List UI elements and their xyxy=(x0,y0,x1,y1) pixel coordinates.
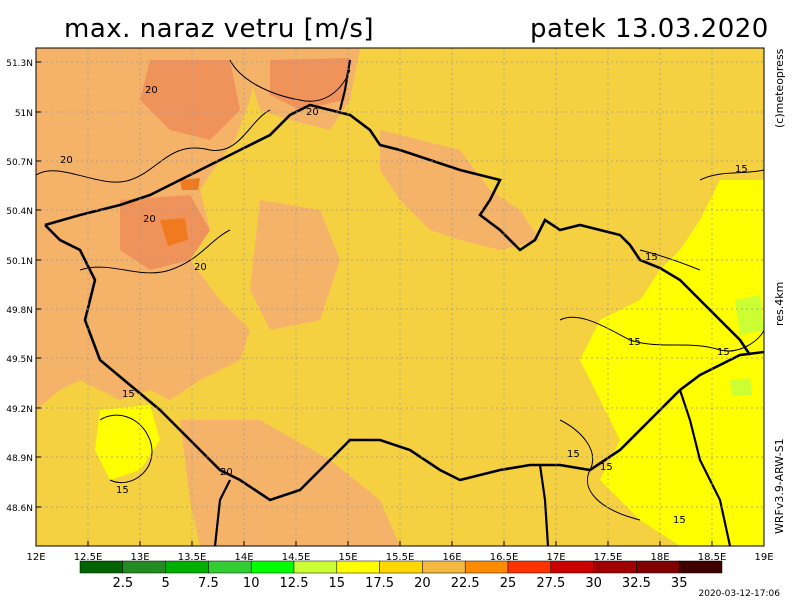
contour-label: 15 xyxy=(600,462,613,473)
copyright-label: (c)meteopress xyxy=(773,48,786,128)
contour-label: 15 xyxy=(673,515,686,526)
legend-labels: 2.5 5 7.5 10 12.5 15 17.5 20 22.5 25 27.5 30 32.5 35 xyxy=(112,576,687,591)
contour-label: 20 xyxy=(306,107,319,118)
field-zone-12-5-spot xyxy=(735,295,764,335)
contour-label: 15 xyxy=(116,485,129,496)
legend-swatch xyxy=(636,560,680,574)
contour-label: 15 xyxy=(717,347,730,358)
field-zone-20-south xyxy=(180,420,400,546)
legend-swatch xyxy=(165,560,209,574)
lat-tick-label: 51.3N xyxy=(6,59,33,69)
lat-tick-label: 48.9N xyxy=(6,454,33,464)
legend-swatch xyxy=(122,560,166,574)
legend-label: 5 xyxy=(161,576,169,591)
lon-tick-label: 14.5E xyxy=(282,552,311,563)
contour-label: 20 xyxy=(145,85,158,96)
legend-swatch xyxy=(208,560,252,574)
color-legend xyxy=(79,560,723,574)
lon-tick-label: 18.5E xyxy=(698,552,727,563)
lon-tick-label: 19E xyxy=(754,552,773,563)
country-border-north xyxy=(44,103,752,356)
legend-label: 2.5 xyxy=(112,576,133,591)
legend-label: 10 xyxy=(243,576,260,591)
lon-tick-label: 12.5E xyxy=(74,552,103,563)
lat-tick-label: 51N xyxy=(15,109,33,119)
lon-tick-label: 13E xyxy=(130,552,149,563)
legend-swatch xyxy=(293,560,338,574)
field-zone-12-5-spot-2 xyxy=(730,378,752,396)
legend-swatch xyxy=(336,560,380,574)
legend-swatch xyxy=(678,560,723,574)
resolution-label: res.4km xyxy=(773,281,786,326)
legend-label: 20 xyxy=(414,576,431,591)
lon-tick-label: 12E xyxy=(26,552,45,563)
field-zone-20-mid xyxy=(380,130,540,250)
model-label: WRFv3.9-ARW-S1 xyxy=(773,438,786,534)
contour-label: 20 xyxy=(220,467,233,478)
lon-tick-label: 13.5E xyxy=(178,552,207,563)
legend-label: 7.5 xyxy=(198,576,219,591)
legend-swatch xyxy=(422,560,466,574)
legend-label: 17.5 xyxy=(365,576,394,591)
latitude-ticks: 51.3N 51N 50.7N 50.4N 50.1N 49.8N 49.5N 49.2N 48… xyxy=(6,59,41,514)
legend-swatch xyxy=(507,560,552,574)
contour-label: 15 xyxy=(645,252,658,263)
lat-tick-label: 50.4N xyxy=(6,207,33,217)
field-zone-25-spot-2 xyxy=(180,178,200,190)
border-west-lower xyxy=(213,479,231,546)
legend-swatch xyxy=(379,560,423,574)
contour-label: 20 xyxy=(60,155,73,166)
lat-tick-label: 50.7N xyxy=(6,158,33,168)
field-zone-22-5-a xyxy=(140,60,240,140)
river-border-east xyxy=(538,464,550,546)
field-zone-22-5-c xyxy=(270,58,350,110)
legend-label: 22.5 xyxy=(451,576,480,591)
lon-tick-label: 17.5E xyxy=(594,552,623,563)
contour-label: 15 xyxy=(567,449,580,460)
legend-label: 12.5 xyxy=(280,576,309,591)
contour-labels: 20 20 20 20 20 20 15 15 15 15 15 15 15 15 15 xyxy=(60,85,748,526)
legend-label: 25 xyxy=(500,576,517,591)
map-field: 20 20 20 20 20 20 15 15 15 15 15 15 15 15 15 xyxy=(36,48,764,546)
graticule xyxy=(36,48,764,546)
forecast-date: patek 13.03.2020 xyxy=(530,14,769,44)
legend-label: 35 xyxy=(671,576,688,591)
contour-label: 15 xyxy=(628,337,641,348)
lon-tick-label: 15E xyxy=(338,552,357,563)
contour-label: 20 xyxy=(194,262,207,273)
contour-label: 20 xyxy=(143,214,156,225)
border-east-stub xyxy=(678,389,732,546)
lat-tick-label: 50.1N xyxy=(6,257,33,267)
longitude-ticks: 12E 12.5E 13E 13.5E 14E 14.5E 15E 15.5E 16E 16.5E… xyxy=(26,541,774,563)
legend-swatch xyxy=(464,560,509,574)
country-border xyxy=(44,224,764,502)
contour-label: 15 xyxy=(122,389,135,400)
lon-tick-label: 15.5E xyxy=(386,552,415,563)
lat-tick-label: 49.5N xyxy=(6,355,33,365)
field-zone-20-center xyxy=(250,200,340,330)
lat-tick-label: 49.2N xyxy=(6,405,33,415)
field-zone-15-east xyxy=(580,180,764,546)
legend-label: 30 xyxy=(585,576,602,591)
lon-tick-label: 16E xyxy=(442,552,461,563)
run-timestamp: 2020-03-12-17:06 xyxy=(698,589,781,599)
legend-swatch xyxy=(250,560,295,574)
field-zone-15-southwest xyxy=(95,405,160,480)
lon-tick-label: 14E xyxy=(234,552,253,563)
lat-tick-label: 48.6N xyxy=(6,504,33,514)
lat-tick-label: 49.8N xyxy=(6,306,33,316)
lon-tick-label: 17E xyxy=(546,552,565,563)
lon-tick-label: 18E xyxy=(650,552,669,563)
field-zone-25-spot xyxy=(160,218,188,246)
map-title: max. naraz vetru [m/s] xyxy=(64,14,375,44)
legend-swatch xyxy=(79,560,124,574)
legend-label: 27.5 xyxy=(536,576,565,591)
contour-label: 15 xyxy=(735,164,748,175)
legend-label: 15 xyxy=(329,576,346,591)
legend-swatch xyxy=(593,560,637,574)
legend-swatch xyxy=(550,560,594,574)
lon-tick-label: 16.5E xyxy=(490,552,519,563)
legend-label: 32.5 xyxy=(622,576,651,591)
